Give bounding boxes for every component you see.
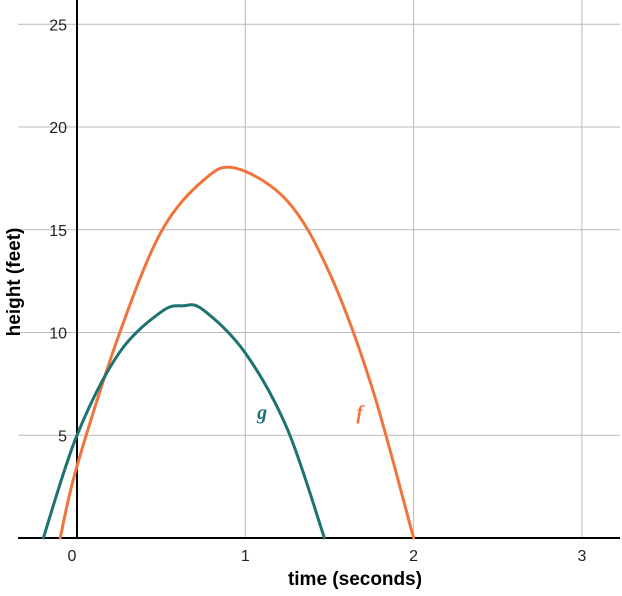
x-tick-label: 1 bbox=[241, 548, 250, 565]
axes bbox=[18, 0, 620, 539]
x-tick-label: 2 bbox=[409, 548, 418, 565]
y-tick-label: 5 bbox=[58, 428, 67, 445]
series-layer bbox=[41, 165, 416, 540]
x-tick-label: 0 bbox=[68, 548, 77, 565]
series-line-f bbox=[58, 165, 416, 540]
series-label-f: f bbox=[356, 402, 365, 424]
x-tick-label: 3 bbox=[577, 548, 586, 565]
x-axis-title: time (seconds) bbox=[288, 569, 422, 590]
y-tick-label: 25 bbox=[49, 17, 67, 34]
y-tick-label: 10 bbox=[49, 326, 67, 343]
series-label-g: g bbox=[256, 402, 267, 424]
tick-labels: 0 1 2 3 5 10 15 20 25 f g bbox=[49, 17, 586, 565]
grid-lines bbox=[18, 0, 620, 538]
y-tick-label: 15 bbox=[49, 223, 67, 240]
y-tick-label: 20 bbox=[49, 120, 67, 137]
y-axis-title: height (feet) bbox=[4, 228, 25, 337]
series-line-g bbox=[41, 303, 326, 540]
